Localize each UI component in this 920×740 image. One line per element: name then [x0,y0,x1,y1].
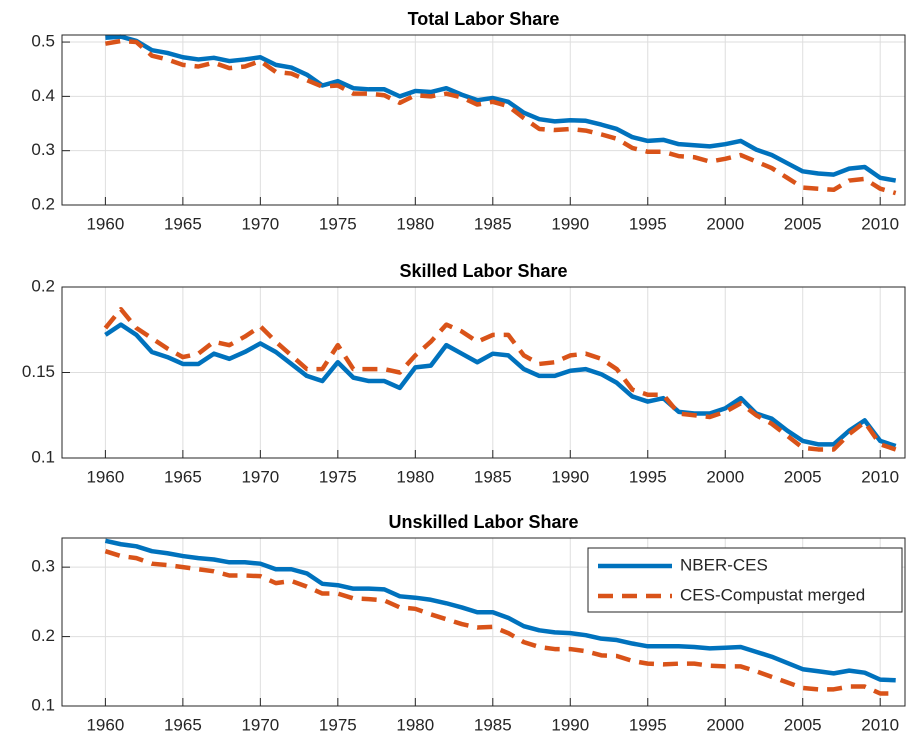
x-tick-label: 1985 [474,715,512,734]
plot-area [62,35,905,205]
x-tick-label: 2005 [784,467,822,486]
x-tick-label: 1965 [164,214,202,233]
panel: Skilled Labor Share 0.1 0.15 0.2 1960 1965 197… [22,261,906,486]
axes-box [61,286,906,459]
x-tick-label: 2010 [861,715,899,734]
x-tick-label: 1995 [629,214,667,233]
y-tick-label: 0.2 [31,194,55,213]
x-tick-label: 1970 [241,467,279,486]
x-tick-label: 1980 [396,214,434,233]
x-tick-label: 2000 [706,467,744,486]
x-tick-label: 2005 [784,715,822,734]
series-line [104,322,897,449]
x-tick-label: 1990 [551,467,589,486]
x-tick-label: 1990 [551,715,589,734]
y-tick-label: 0.5 [31,32,55,51]
x-tick-label: 2010 [861,467,899,486]
series-line [105,34,897,183]
chart-title: Total Labor Share [408,9,560,29]
x-tick-label: 1970 [241,214,279,233]
axes-box [61,537,906,707]
chart-title: Skilled Labor Share [399,261,567,281]
x-tick-label: 1975 [319,467,357,486]
x-tick-label: 2000 [706,715,744,734]
y-tick-label: 0.3 [31,140,55,159]
y-tick-label: 0.1 [31,447,55,466]
x-tick-label: 1960 [86,214,124,233]
series-line [104,549,896,696]
y-tick-label: 0.4 [31,86,55,105]
x-tick-label: 1965 [164,715,202,734]
x-tick-label: 1980 [396,715,434,734]
x-tick-label: 2000 [706,214,744,233]
x-tick-label: 1985 [474,214,512,233]
x-tick-label: 1960 [86,715,124,734]
x-tick-label: 1975 [319,715,357,734]
panel: Unskilled Labor Share 0.1 0.2 0.3 1960 1965 19… [31,512,906,734]
y-tick-label: 0.3 [31,557,55,576]
legend-box [587,547,903,613]
x-tick-label: 1975 [319,214,357,233]
panel: Total Labor Share 0.2 0.3 0.4 0.5 1960 1965 197… [31,9,906,233]
series-line [105,38,897,196]
series-line [104,538,896,683]
y-tick-label: 0.2 [31,276,55,295]
y-tick-label: 0.1 [31,695,55,714]
x-tick-label: 2005 [784,214,822,233]
legend-label: CES-Compustat merged [680,585,865,604]
x-tick-label: 1990 [551,214,589,233]
x-tick-label: 1960 [86,467,124,486]
chart-title: Unskilled Labor Share [388,512,578,532]
x-tick-label: 1995 [629,715,667,734]
x-tick-label: 1965 [164,467,202,486]
x-tick-label: 1985 [474,467,512,486]
x-tick-label: 1970 [241,715,279,734]
legend: NBER-CES CES-Compustat merged [587,547,903,613]
x-tick-label: 1980 [396,467,434,486]
x-tick-label: 1995 [629,467,667,486]
y-tick-label: 0.15 [22,362,55,381]
x-tick-label: 2010 [861,214,899,233]
axes-box [61,34,906,206]
y-tick-label: 0.2 [31,626,55,645]
legend-label: NBER-CES [680,555,768,574]
